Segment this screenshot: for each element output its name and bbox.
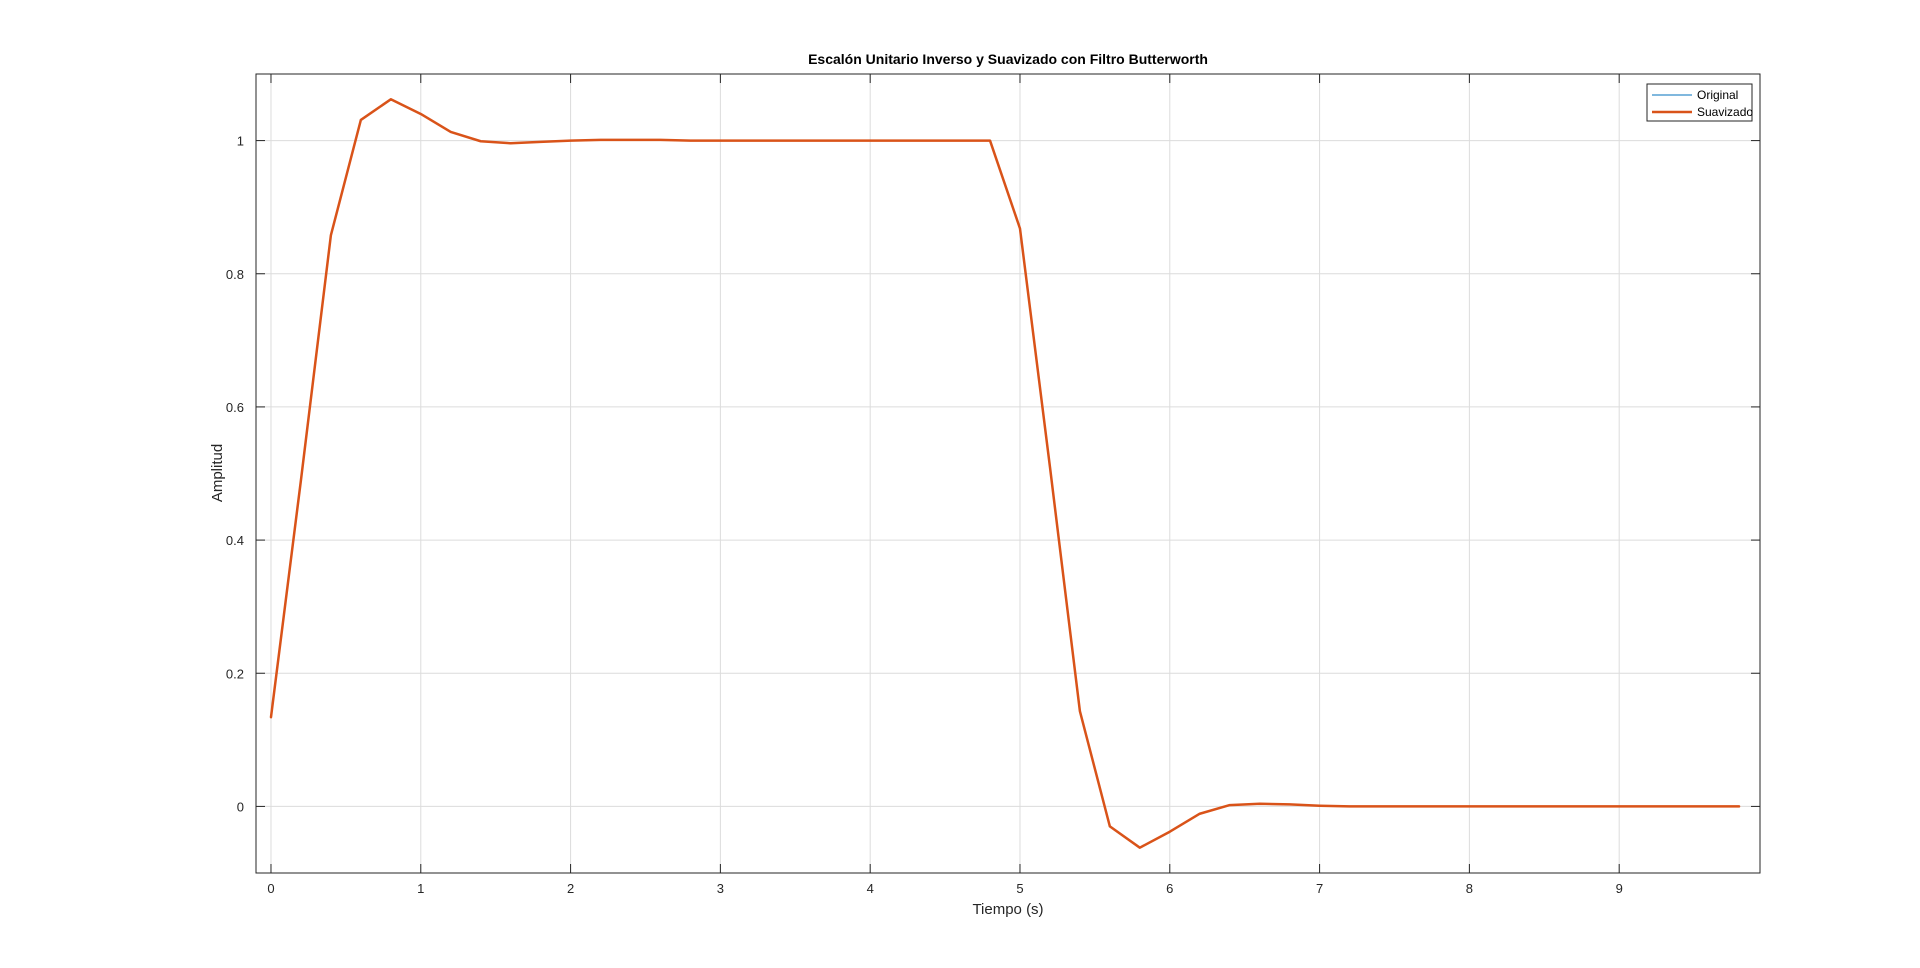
y-axis-label: Amplitud bbox=[209, 444, 226, 502]
legend[interactable]: Original Suavizado bbox=[1646, 83, 1753, 122]
x-tick-label-3: 3 bbox=[717, 881, 724, 896]
legend-box bbox=[1646, 83, 1753, 122]
axis-ticks bbox=[256, 74, 1760, 873]
series-line-suavizado bbox=[269, 98, 1741, 849]
x-tick-label-0: 0 bbox=[267, 881, 274, 896]
x-tick-label-6: 6 bbox=[1166, 881, 1173, 896]
x-tick-label-8: 8 bbox=[1466, 881, 1473, 896]
chart-title: Escalón Unitario Inverso y Suavizado con… bbox=[808, 51, 1208, 67]
y-tick-label-0-8: 0.8 bbox=[226, 267, 244, 282]
y-tick-label-1: 1 bbox=[237, 134, 244, 149]
y-tick-label-0-4: 0.4 bbox=[226, 533, 244, 548]
x-tick-label-4: 4 bbox=[867, 881, 874, 896]
x-tick-label-7: 7 bbox=[1316, 881, 1323, 896]
x-tick-label-1: 1 bbox=[417, 881, 424, 896]
legend-label-suavizado: Suavizado bbox=[1697, 105, 1753, 119]
plot-background bbox=[256, 74, 1760, 873]
x-tick-label-5: 5 bbox=[1016, 881, 1023, 896]
y-tick-label-0: 0 bbox=[237, 799, 244, 814]
plot-frame bbox=[255, 73, 1761, 874]
x-axis-label: Tiempo (s) bbox=[972, 901, 1043, 918]
y-tick-label-0-2: 0.2 bbox=[226, 666, 244, 681]
series-lines bbox=[269, 98, 1741, 849]
y-tick-label-0-6: 0.6 bbox=[226, 400, 244, 415]
x-tick-label-9: 9 bbox=[1616, 881, 1623, 896]
tick-labels: 0 1 2 3 4 5 6 7 8 9 0 0.2 0.4 0.6 0.8 1 bbox=[226, 134, 1623, 896]
legend-label-original: Original bbox=[1697, 88, 1738, 102]
x-tick-label-2: 2 bbox=[567, 881, 574, 896]
